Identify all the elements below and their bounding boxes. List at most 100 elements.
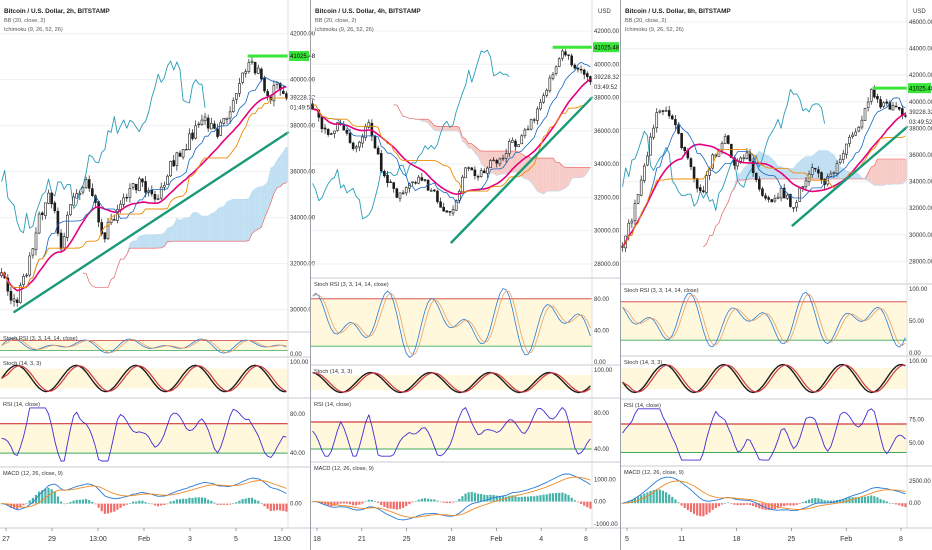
- time-axis-tick: 13:00: [273, 536, 291, 543]
- macd-histogram-bar: [383, 501, 386, 507]
- candle-down: [683, 147, 687, 152]
- candle-up: [639, 179, 643, 196]
- ichimoku-cloud: [889, 159, 894, 185]
- time-axis-tick: 11: [678, 536, 685, 543]
- candle-down: [514, 140, 517, 147]
- candle-up: [78, 192, 82, 195]
- ichimoku-cloud: [546, 158, 550, 192]
- ichimoku-cloud: [805, 156, 810, 180]
- chart-panel-2[interactable]: 41025.48 42000.00 40000.00 38000.00 36000.00…: [311, 0, 621, 550]
- macd-histogram-bar: [364, 501, 367, 503]
- macd-histogram-bar: [207, 499, 210, 504]
- candle-down: [726, 135, 730, 144]
- macd-histogram-bar: [480, 494, 483, 502]
- candle-down: [134, 183, 138, 191]
- stoch-tick: 100.00: [909, 359, 928, 365]
- time-axis-tick: 8: [899, 536, 903, 543]
- candle-up: [633, 203, 637, 222]
- macd-histogram-bar: [311, 501, 314, 503]
- rsi-tick: 40.00: [290, 451, 306, 457]
- high-price-badge: [593, 42, 619, 53]
- chart-panel-1[interactable]: 41025.48 42000.00 40000.00 38000.00 36000.00…: [0, 0, 316, 550]
- candle-up: [848, 136, 851, 144]
- ichimoku-cloud: [840, 166, 844, 180]
- macd-histogram-bar: [807, 499, 811, 504]
- candle-up: [464, 167, 467, 179]
- candle-down: [379, 153, 383, 172]
- macd-histogram-bar: [548, 493, 551, 502]
- macd-histogram-bar: [860, 497, 864, 504]
- candle-up: [554, 66, 558, 75]
- macd-histogram-bar: [646, 492, 649, 504]
- ichimoku-tenkan-line: [622, 97, 906, 248]
- candle-down: [692, 166, 696, 179]
- support-trendline[interactable]: [791, 125, 909, 227]
- macd-signal-line: [622, 480, 906, 510]
- stoch-rsi-tick: 0.00: [594, 360, 606, 366]
- macd-histogram-bar: [275, 503, 279, 511]
- candle-down: [495, 160, 499, 164]
- candle-down: [751, 161, 755, 174]
- ichimoku-cloud: [886, 159, 890, 185]
- macd-histogram-bar: [867, 496, 870, 504]
- stoch-d-line: [1, 365, 287, 392]
- candle-up: [857, 126, 861, 132]
- price-axis-tick: 36000.00: [909, 153, 932, 159]
- macd-histogram-bar: [526, 496, 530, 502]
- stoch-tick: 100.00: [290, 360, 309, 366]
- ichimoku-cloud: [223, 201, 227, 242]
- macd-histogram-bar: [664, 492, 668, 504]
- macd-histogram-bar: [829, 500, 832, 504]
- candle-up: [429, 190, 433, 192]
- candle-up: [779, 187, 783, 199]
- support-trendline[interactable]: [13, 131, 290, 314]
- rsi-tick: 40.00: [594, 447, 610, 453]
- macd-histogram-bar: [545, 494, 548, 502]
- overlay-label: Ichimoku (9, 26, 52, 26): [4, 27, 63, 33]
- macd-label: MACD (12, 26, close, 9): [3, 471, 63, 477]
- candle-up: [122, 197, 125, 205]
- support-trendline[interactable]: [450, 96, 594, 244]
- candle-up: [739, 157, 742, 162]
- candle-down: [216, 128, 219, 137]
- time-axis-tick: 3: [188, 536, 192, 543]
- macd-histogram-bar: [854, 497, 857, 504]
- price-axis-tick: 38000.00: [290, 124, 316, 130]
- candle-up: [630, 220, 634, 224]
- candle-up: [664, 110, 668, 112]
- ichimoku-cloud: [540, 158, 544, 195]
- candle-up: [804, 180, 808, 188]
- candle-down: [579, 68, 583, 71]
- ichimoku-cloud: [277, 156, 281, 188]
- candle-up: [37, 213, 41, 234]
- candle-up: [542, 95, 545, 103]
- chart-title: Bitcoin / U.S. Dollar, 2h, BITSTAMP: [4, 8, 110, 15]
- ichimoku-cloud: [226, 200, 231, 242]
- chart-panel-3[interactable]: 41025.48 46000.00 44000.00 42000.00 40000.00…: [621, 0, 932, 543]
- candle-down: [278, 83, 282, 91]
- macd-histogram-bar: [755, 503, 758, 508]
- candle-up: [869, 89, 873, 102]
- macd-histogram-bar: [377, 501, 380, 503]
- macd-histogram-bar: [219, 503, 222, 505]
- candle-up: [492, 159, 495, 162]
- price-axis-tick: 30000.00: [594, 229, 620, 235]
- candle-up: [845, 143, 848, 155]
- candle-up: [156, 198, 160, 200]
- macd-histogram-bar: [570, 497, 573, 502]
- ichimoku-tenkan-line: [312, 61, 591, 203]
- macd-histogram-bar: [692, 503, 696, 514]
- ichimoku-cloud: [161, 232, 165, 248]
- candle-up: [561, 50, 564, 59]
- overlay-label: BB (20, close, 2): [4, 18, 45, 24]
- rsi-tick: 75.00: [909, 417, 925, 423]
- ichimoku-cloud: [428, 119, 432, 127]
- candle-down: [670, 115, 674, 120]
- candle-down: [820, 172, 823, 181]
- candle-down: [414, 182, 417, 184]
- candle-down: [436, 190, 439, 203]
- bollinger-basis-line: [312, 78, 591, 195]
- candle-up: [28, 255, 32, 276]
- candle-down: [285, 93, 288, 99]
- macd-histogram-bar: [564, 493, 567, 502]
